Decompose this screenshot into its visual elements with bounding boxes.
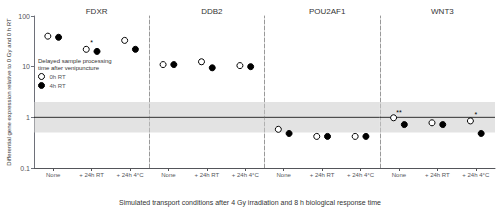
svg-text:None: None <box>277 172 292 178</box>
svg-text:+ 24h 4°C: + 24h 4°C <box>462 172 490 178</box>
svg-text:1: 1 <box>26 114 30 121</box>
svg-text:Delayed sample processing: Delayed sample processing <box>38 58 112 64</box>
svg-text:POU2AF1: POU2AF1 <box>309 7 346 16</box>
svg-text:None: None <box>392 172 407 178</box>
svg-text:FDXR: FDXR <box>86 7 108 16</box>
svg-text:**: ** <box>396 109 402 116</box>
svg-text:DDB2: DDB2 <box>201 7 223 16</box>
svg-text:*: * <box>474 111 477 118</box>
svg-text:Simulated transport conditions: Simulated transport conditions after 4 G… <box>119 199 381 207</box>
svg-text:+ 24h RT: + 24h RT <box>425 172 450 178</box>
svg-text:*: * <box>90 39 93 46</box>
svg-text:Differential gene expression r: Differential gene expression relative to… <box>6 18 12 166</box>
svg-text:0h RT: 0h RT <box>50 74 67 80</box>
svg-text:+ 24h RT: + 24h RT <box>310 172 335 178</box>
svg-text:WNT3: WNT3 <box>431 7 454 16</box>
svg-text:100: 100 <box>18 13 30 20</box>
svg-text:time after venipuncture: time after venipuncture <box>38 65 100 71</box>
svg-text:None: None <box>46 172 61 178</box>
svg-text:+ 24h 4°C: + 24h 4°C <box>347 172 375 178</box>
svg-text:None: None <box>161 172 176 178</box>
svg-text:0.1: 0.1 <box>20 165 30 172</box>
svg-text:10: 10 <box>22 63 30 70</box>
svg-text:+ 24h RT: + 24h RT <box>79 172 104 178</box>
svg-text:+ 24h 4°C: + 24h 4°C <box>117 172 145 178</box>
svg-text:+ 24h RT: + 24h RT <box>195 172 220 178</box>
svg-text:+ 24h 4°C: + 24h 4°C <box>232 172 260 178</box>
svg-text:4h RT: 4h RT <box>50 83 67 89</box>
